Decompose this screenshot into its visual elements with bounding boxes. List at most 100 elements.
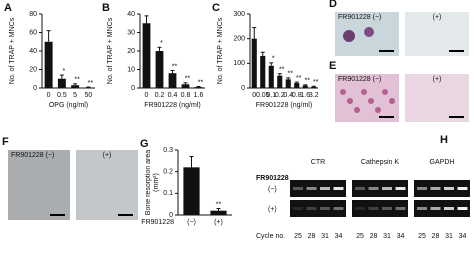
cycle-number: 25 (356, 233, 364, 240)
cycle-label: Cycle no. (256, 233, 285, 240)
cycle-number: 34 (459, 233, 467, 240)
y-tick-label: 0 (241, 85, 245, 92)
bar (182, 84, 190, 88)
y-axis-unit: (mm²) (153, 173, 160, 192)
significance: * (160, 40, 163, 47)
significance: ** (216, 201, 222, 208)
y-tick-label: 20 (29, 66, 37, 73)
x-tick-label: 0.8 (181, 92, 191, 99)
gel-band (355, 207, 365, 210)
bar (286, 79, 291, 88)
gene-label: GAPDH (430, 159, 455, 166)
image-label: (+) (103, 152, 112, 159)
x-tick-label: (+) (214, 219, 223, 226)
treatment-label: FR901228 (256, 175, 289, 182)
gel-band (320, 187, 330, 190)
cell (364, 27, 374, 37)
x-tick-label: 5 (73, 92, 77, 99)
y-tick-label: 60 (29, 29, 37, 36)
y-tick-label: 0.2 (163, 169, 173, 176)
gel-band (369, 187, 379, 190)
significance: ** (198, 79, 204, 86)
y-tick-label: 20 (127, 48, 135, 55)
panel-label: E (329, 60, 336, 72)
cell (347, 98, 353, 104)
significance: ** (305, 78, 311, 85)
y-tick-label: 40 (29, 48, 37, 55)
y-axis-label: No. of TRAP + MNCs (217, 17, 224, 84)
cycle-number: 25 (418, 233, 426, 240)
x-tick-label: (−) (187, 219, 196, 226)
cycle-number: 31 (445, 233, 453, 240)
bar (58, 79, 66, 88)
gel-band (396, 187, 406, 190)
bar (269, 66, 274, 88)
image-label: FR901228 (−) (338, 76, 381, 83)
bar (195, 87, 203, 88)
gel-band (417, 187, 427, 190)
gel-band (431, 207, 441, 210)
x-axis-label: FR901228 (141, 219, 174, 226)
x-axis-label: FR901228 (ng/ml) (256, 102, 312, 109)
image-label: (+) (433, 14, 442, 21)
bar (303, 86, 308, 88)
y-tick-label: 0 (33, 85, 37, 92)
significance: ** (288, 71, 294, 78)
gel-band (396, 207, 406, 210)
panel-label: A (4, 2, 12, 14)
y-tick-label: 100 (233, 60, 245, 67)
gel-band (293, 207, 303, 210)
bar (311, 87, 316, 88)
gel-band (293, 187, 303, 190)
significance: ** (313, 79, 319, 86)
row-label: (−) (268, 186, 277, 193)
y-axis-label: Bone resorption area (145, 150, 152, 215)
gel-band (355, 187, 365, 190)
y-axis-label: No. of TRAP + MNCs (9, 17, 16, 84)
cycle-number: 28 (370, 233, 378, 240)
y-tick-label: 30 (127, 29, 135, 36)
gel-band (369, 207, 379, 210)
significance: ** (172, 63, 178, 70)
cell (343, 30, 355, 42)
cell (368, 98, 374, 104)
image-label: FR901228 (−) (11, 152, 54, 159)
x-tick-label: 0.2 (155, 92, 165, 99)
cycle-number: 31 (321, 233, 329, 240)
x-tick-label: 0.4 (168, 92, 178, 99)
gel-band (444, 207, 454, 210)
micrograph (8, 150, 70, 220)
panel-label: C (212, 2, 220, 14)
cycle-number: 34 (335, 233, 343, 240)
gel-band (382, 207, 392, 210)
bar (260, 56, 265, 88)
cycle-number: 28 (308, 233, 316, 240)
gene-label: CTR (311, 159, 325, 166)
gene-label: Cathepsin K (361, 159, 399, 166)
y-tick-label: 0.1 (163, 190, 173, 197)
bar (252, 39, 257, 88)
y-tick-label: 0 (131, 85, 135, 92)
panel-label: H (440, 134, 448, 146)
panel-label: G (140, 138, 149, 150)
gel-band (307, 187, 317, 190)
y-tick-label: 40 (127, 11, 135, 18)
x-axis-label: OPG (ng/ml) (49, 102, 88, 109)
cell (361, 89, 367, 95)
significance: ** (296, 75, 302, 82)
bar (294, 83, 299, 88)
gel-band (334, 207, 344, 210)
bar (277, 76, 282, 88)
significance: ** (88, 80, 94, 87)
bar (143, 23, 151, 88)
image-label: (+) (433, 76, 442, 83)
significance: ** (185, 76, 191, 83)
panel-label: B (102, 2, 110, 14)
row-label: (+) (268, 206, 277, 213)
gel-band (458, 187, 468, 190)
y-tick-label: 10 (127, 66, 135, 73)
gel-band (307, 207, 317, 210)
significance: ** (279, 67, 285, 74)
gel-band (320, 207, 330, 210)
panel-label: F (2, 136, 9, 148)
